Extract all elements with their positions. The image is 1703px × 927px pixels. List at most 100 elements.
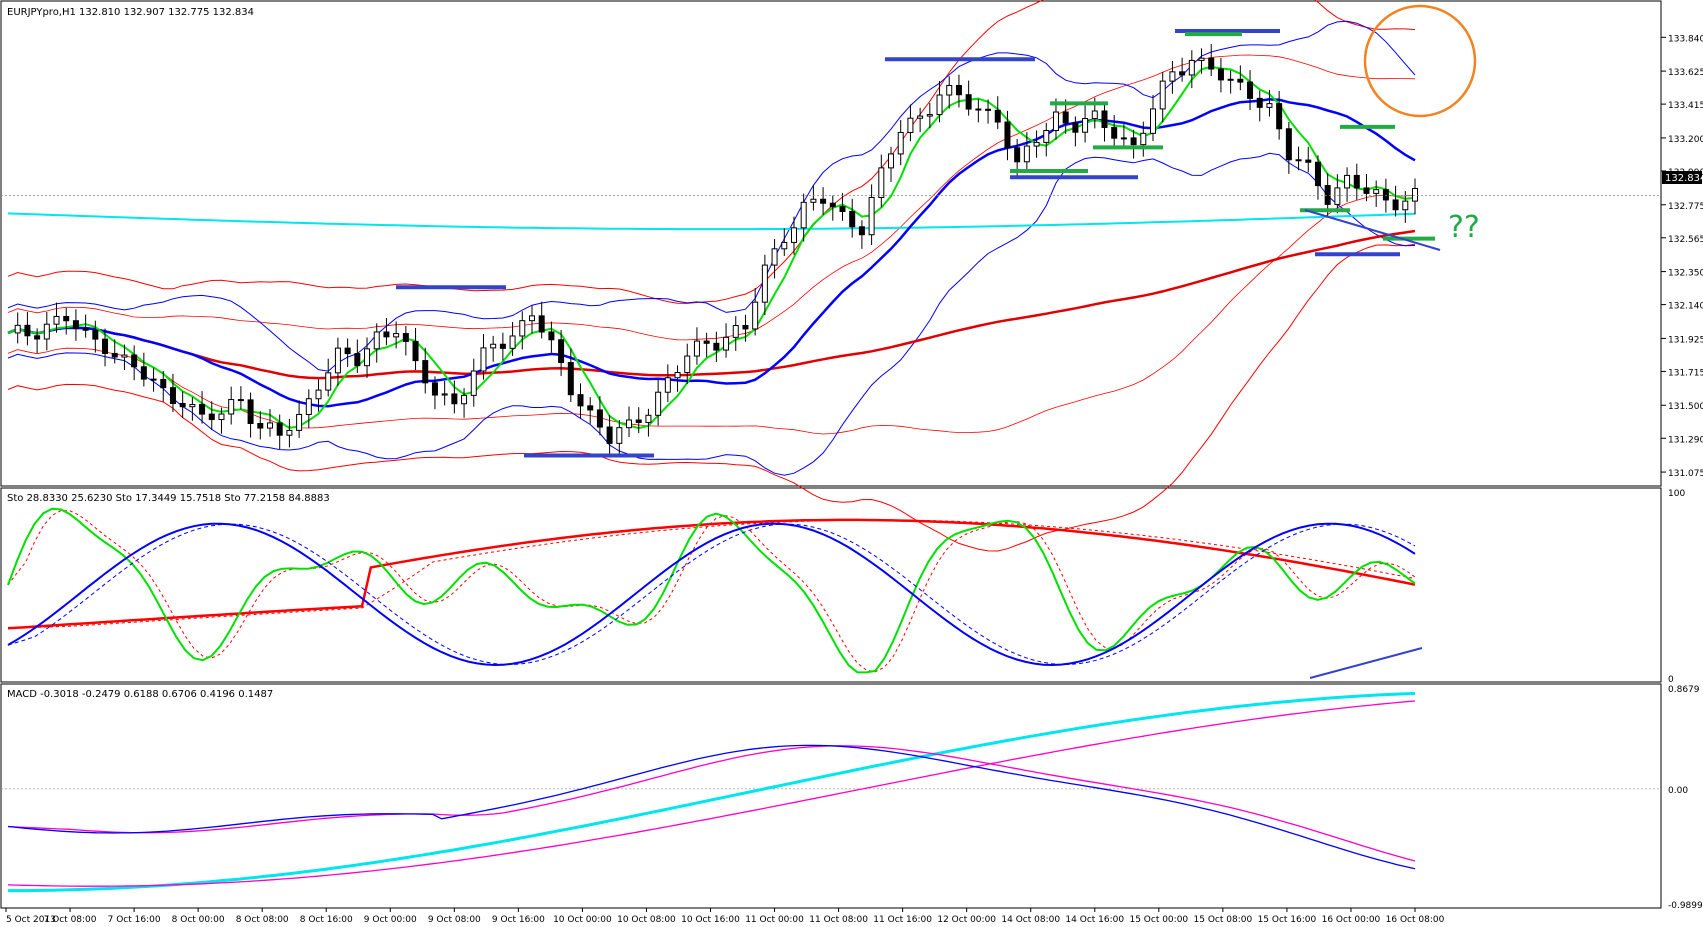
bollinger-mid-line (7, 194, 1416, 435)
candle-body (684, 355, 691, 374)
candle-body (558, 339, 565, 364)
candle-body (286, 429, 293, 436)
candle-body (800, 201, 807, 229)
candle-body (1140, 132, 1147, 146)
bollinger-outer-line (7, 0, 1416, 304)
candle-body (1402, 200, 1409, 211)
candle-body (761, 264, 768, 303)
candle-body (926, 114, 933, 117)
candle-body (422, 360, 429, 384)
candle-body (1159, 80, 1166, 110)
price-y-tick-label: 132.565 (1668, 235, 1703, 245)
candle-body (567, 362, 574, 396)
candle-body (63, 315, 70, 322)
stoch-long-main-line (7, 518, 1416, 630)
x-tick-label: 14 Oct 16:00 (1065, 915, 1124, 925)
highlight-circle (1363, 4, 1477, 118)
stoch-trend-line (1309, 647, 1423, 679)
candle-body (693, 340, 700, 357)
candle-body (917, 115, 924, 119)
candle-body (771, 248, 778, 266)
candle-body (655, 391, 662, 416)
price-y-tick-label: 131.925 (1668, 335, 1703, 345)
candle-body (1256, 97, 1263, 108)
x-tick-label: 15 Oct 16:00 (1258, 915, 1317, 925)
candle-body (24, 324, 31, 337)
x-tick-label: 15 Oct 00:00 (1129, 915, 1188, 925)
candle-body (451, 393, 458, 405)
candle-body (955, 84, 962, 96)
candle-body (1266, 103, 1273, 108)
candle-body (1091, 110, 1098, 120)
candle-body (1004, 121, 1011, 149)
current-price-tag: 132.834 (1665, 173, 1703, 184)
candle-body (1237, 78, 1244, 83)
candle-body (1198, 57, 1205, 61)
candle-body (1150, 108, 1157, 134)
candle-body (179, 402, 186, 408)
macd-short-main-line (7, 744, 1416, 870)
candle-body (829, 202, 836, 208)
candle-body (199, 404, 206, 415)
candle-body (790, 227, 797, 243)
candle-body (266, 422, 273, 429)
x-tick-label: 8 Oct 16:00 (300, 915, 353, 925)
candle-body (412, 340, 419, 362)
price-y-tick-label: 133.625 (1668, 68, 1703, 78)
candle-body (470, 370, 477, 396)
stoch-y-tick-label: 0 (1668, 675, 1674, 685)
candle-body (334, 347, 341, 374)
candle-body (305, 398, 312, 415)
x-tick-label: 8 Oct 00:00 (172, 915, 225, 925)
axes: 133.840133.625133.415133.200132.990132.7… (5, 34, 1703, 925)
price-y-tick-label: 132.775 (1668, 202, 1703, 212)
macd-long-signal-line (7, 700, 1416, 887)
candle-body (810, 198, 817, 203)
candle-body (781, 241, 788, 250)
candle-body (528, 315, 535, 322)
macd-short-signal-line (7, 745, 1416, 862)
candle-body (674, 372, 681, 379)
candle-body (1208, 57, 1215, 70)
candle-body (373, 331, 380, 350)
candle-body (839, 206, 846, 212)
candle-body (276, 422, 283, 436)
candle-body (131, 354, 138, 368)
x-tick-label: 10 Oct 08:00 (617, 915, 676, 925)
candle-body (587, 405, 594, 411)
candle-body (354, 353, 361, 367)
candle-body (1023, 145, 1030, 163)
stoch-y-tick-label: 100 (1668, 489, 1685, 499)
candle-body (577, 394, 584, 407)
x-tick-label: 11 Oct 08:00 (809, 915, 868, 925)
candle-body (897, 131, 904, 155)
candle-body (315, 389, 322, 400)
candle-body (538, 315, 545, 333)
price-y-tick-label: 132.140 (1668, 302, 1703, 312)
x-tick-label: 16 Oct 08:00 (1386, 915, 1445, 925)
x-tick-label: 9 Oct 08:00 (428, 915, 481, 925)
stochastic-panel-frame (0, 487, 1662, 683)
candle-body (1033, 141, 1040, 147)
price-panel-frame (0, 0, 1662, 487)
x-tick-label: 7 Oct 16:00 (108, 915, 161, 925)
candle-body (82, 328, 89, 331)
price-y-tick-label: 132.350 (1668, 269, 1703, 279)
candle-body (1344, 174, 1351, 189)
candle-body (43, 323, 50, 340)
candle-body (509, 335, 516, 349)
candle-body (461, 394, 468, 405)
candle-body (664, 377, 671, 393)
candle-body (480, 347, 487, 372)
candle-body (102, 338, 109, 354)
candle-body (519, 320, 526, 337)
candle-body (1082, 118, 1089, 133)
candle-body (1314, 161, 1321, 187)
candle-body (150, 378, 157, 381)
candle-body (975, 108, 982, 111)
candle-body (752, 301, 759, 330)
price-y-tick-label: 133.200 (1668, 135, 1703, 145)
candle-body (732, 325, 739, 338)
candle-body (616, 427, 623, 444)
